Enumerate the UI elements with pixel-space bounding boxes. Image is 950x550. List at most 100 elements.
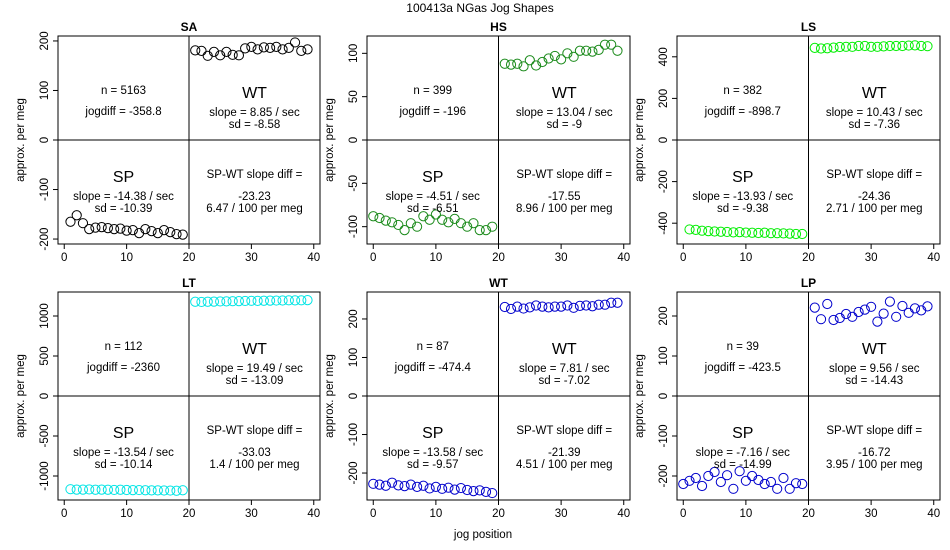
annotation-sp-label: SP	[113, 425, 134, 442]
data-point-sp	[140, 224, 151, 235]
data-point-sp	[715, 476, 726, 488]
data-point-wt	[549, 50, 560, 62]
data-point-wt	[246, 41, 257, 52]
panel-ls: LS 0 10 20 30 40 -400 -200 0 200 400 approx. per me…	[634, 20, 941, 264]
y-tick-label: 100	[348, 348, 360, 367]
y-tick-label: 500	[39, 346, 51, 365]
data-point-sp	[399, 225, 410, 236]
data-point-sp	[790, 228, 802, 240]
data-point-wt	[840, 41, 852, 52]
data-point-wt	[568, 302, 579, 313]
x-tick-label: 10	[120, 252, 133, 264]
data-point-sp	[368, 478, 379, 489]
x-tick-label: 0	[680, 508, 686, 520]
data-point-sp	[709, 466, 720, 478]
data-point-wt	[524, 302, 535, 313]
annotation-wt-sd: sd = -7.36	[849, 119, 900, 131]
annotation-sp-sd: sd = -9.38	[717, 203, 768, 215]
annotation-sp-label: SP	[732, 169, 753, 186]
annotation-jogdiff: jogdiff = -423.5	[704, 362, 781, 374]
data-point-sp	[380, 215, 391, 226]
annotation-sp-slope: slope = -7.16 / sec	[696, 447, 791, 459]
data-point-wt	[512, 58, 523, 69]
annotation-n: n = 382	[723, 85, 762, 97]
data-point-wt	[581, 300, 592, 311]
annotation-wt-slope: slope = 9.56 / sec	[829, 363, 920, 375]
data-point-sp	[171, 485, 182, 496]
data-point-sp	[455, 482, 467, 494]
data-point-sp	[146, 485, 157, 496]
data-point-sp	[77, 484, 89, 495]
annotation-diff-permeg: 1.4 / 100 per meg	[209, 459, 299, 471]
data-point-sp	[84, 484, 95, 495]
annotation-diff-permeg: 3.95 / 100 per meg	[826, 459, 923, 471]
data-point-sp	[84, 224, 95, 235]
data-point-sp	[684, 224, 695, 235]
annotation-jogdiff: jogdiff = -898.7	[704, 106, 781, 118]
data-point-sp	[393, 480, 404, 491]
data-point-wt	[884, 40, 896, 52]
data-point-sp	[411, 481, 423, 493]
data-point-sp	[121, 225, 132, 236]
data-point-wt	[221, 296, 232, 307]
data-point-sp	[133, 484, 145, 496]
data-point-sp	[411, 221, 423, 232]
annotation-diff-label: SP-WT slope diff =	[207, 425, 303, 437]
panel-title: HS	[490, 20, 507, 34]
data-point-wt	[822, 43, 833, 54]
data-point-wt	[903, 307, 914, 318]
annotation-diff-permeg: 6.47 / 100 per meg	[206, 203, 303, 215]
y-axis-label: approx. per meg	[324, 98, 336, 182]
data-point-sp	[418, 211, 429, 222]
data-point-wt	[909, 303, 921, 314]
x-tick-label: 40	[307, 508, 320, 520]
data-point-sp	[455, 218, 467, 229]
annotation-wt-label: WT	[862, 85, 887, 102]
data-point-sp	[380, 480, 391, 491]
data-point-wt	[909, 40, 921, 51]
x-tick-label: 40	[927, 508, 940, 520]
data-point-wt	[530, 60, 542, 71]
data-point-wt	[568, 51, 579, 62]
x-tick-label: 20	[183, 252, 196, 264]
data-point-sp	[127, 225, 138, 236]
data-point-wt	[537, 56, 548, 68]
data-point-sp	[797, 228, 808, 240]
annotation-jogdiff: jogdiff = -474.4	[394, 362, 472, 374]
y-tick-label: -200	[658, 170, 670, 193]
data-point-wt	[233, 296, 245, 307]
data-point-wt	[289, 37, 301, 48]
y-tick-label: -1000	[39, 461, 51, 490]
data-point-wt	[227, 49, 238, 60]
y-tick-label: 100	[348, 44, 360, 63]
annotation-diff-value: -23.23	[238, 191, 271, 203]
y-tick-label: 50	[348, 90, 360, 103]
annotation-wt-slope: slope = 19.49 / sec	[206, 363, 303, 375]
y-tick-label: 100	[39, 81, 51, 100]
data-point-sp	[690, 472, 701, 484]
annotation-wt-sd: sd = -14.43	[845, 375, 903, 387]
data-point-sp	[102, 223, 114, 234]
data-point-sp	[772, 228, 783, 239]
annotation-diff-value: -24.36	[858, 191, 891, 203]
data-point-sp	[740, 475, 751, 486]
x-tick-label: 40	[307, 252, 320, 264]
annotation-wt-sd: sd = -13.09	[226, 375, 284, 387]
data-point-wt	[587, 46, 598, 57]
data-point-sp	[177, 229, 188, 240]
x-tick-label: 40	[927, 252, 940, 264]
data-point-sp	[430, 481, 441, 493]
data-point-wt	[866, 301, 877, 312]
annotation-sp-sd: sd = -10.14	[95, 459, 153, 471]
annotation-wt-slope: slope = 8.85 / sec	[209, 107, 300, 119]
figure-xlabel: jog position	[453, 529, 512, 541]
data-point-sp	[759, 227, 770, 238]
panel-title: SA	[181, 20, 198, 34]
data-point-wt	[556, 54, 567, 65]
annotation-diff-value: -21.39	[548, 447, 581, 459]
annotation-diff-permeg: 2.71 / 100 per meg	[826, 203, 923, 215]
data-point-sp	[109, 224, 120, 235]
data-point-sp	[696, 225, 708, 236]
data-point-sp	[177, 485, 188, 496]
